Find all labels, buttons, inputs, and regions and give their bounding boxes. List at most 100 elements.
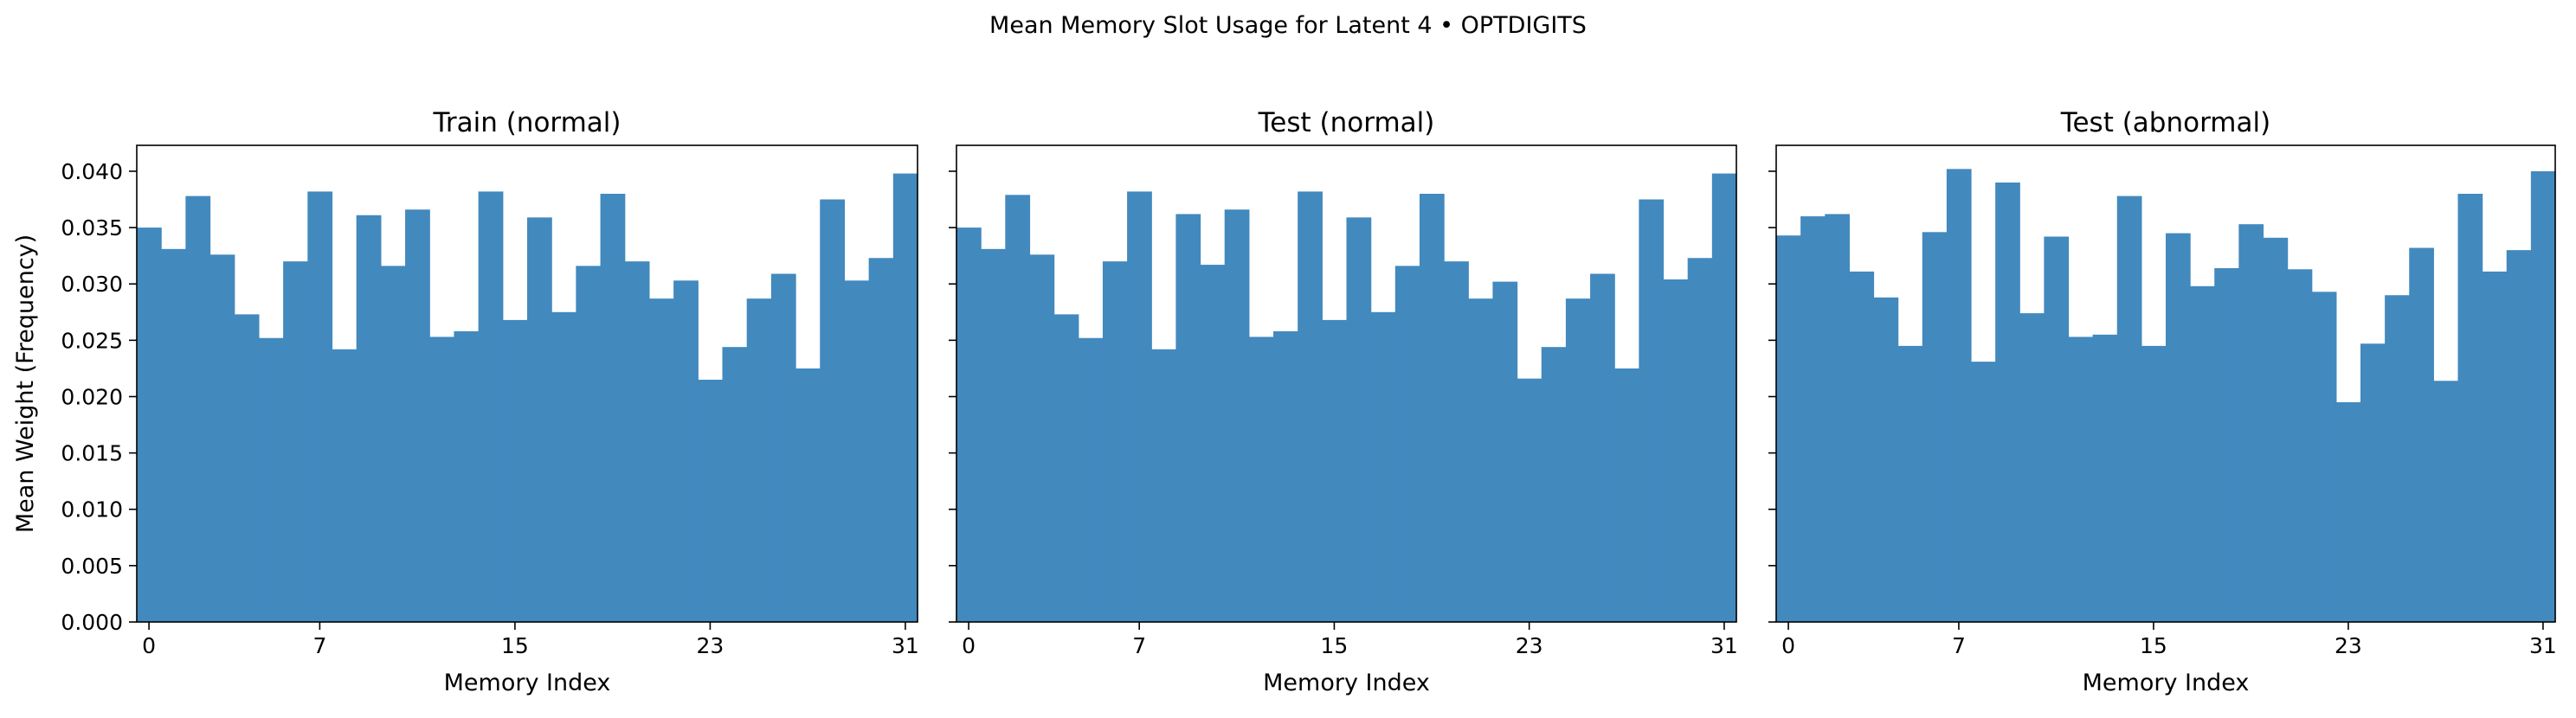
bar-2-9 — [1995, 182, 2020, 622]
bar-1-31 — [1711, 173, 1737, 623]
xtick-label-1-31: 31 — [1710, 633, 1738, 658]
bar-1-17 — [1370, 311, 1396, 622]
bar-0-9 — [356, 215, 382, 622]
bar-2-15 — [2141, 345, 2167, 622]
bar-2-3 — [1849, 271, 1875, 622]
bar-0-16 — [527, 217, 552, 622]
bar-0-3 — [209, 254, 235, 622]
bar-1-24 — [1541, 347, 1567, 622]
bar-1-23 — [1517, 378, 1542, 622]
bar-1-16 — [1346, 217, 1372, 622]
bar-2-25 — [2385, 295, 2410, 622]
bar-1-26 — [1590, 273, 1615, 622]
bar-1-4 — [1053, 314, 1079, 622]
bar-0-11 — [405, 209, 430, 622]
ytick-label-0.01: 0.010 — [61, 497, 123, 522]
bar-0-21 — [648, 298, 674, 622]
xtick-label-1-0: 0 — [962, 633, 976, 658]
bar-1-12 — [1248, 337, 1274, 622]
bar-2-30 — [2506, 250, 2532, 622]
bar-2-13 — [2092, 334, 2118, 622]
bar-0-18 — [576, 266, 602, 622]
xtick-label-2-0: 0 — [1781, 633, 1795, 658]
ytick-label-0: 0.000 — [61, 610, 123, 635]
ytick-label-0.03: 0.030 — [61, 272, 123, 297]
bar-1-3 — [1029, 254, 1055, 622]
bar-2-16 — [2166, 233, 2191, 622]
yaxis-label: Mean Weight (Frequency) — [12, 234, 39, 533]
xtick-label-1-15: 15 — [1321, 633, 1349, 658]
axes-frame-1 — [956, 144, 1737, 623]
bar-2-4 — [1873, 297, 1899, 622]
bar-2-20 — [2263, 237, 2289, 622]
bar-2-11 — [2044, 236, 2070, 622]
bar-1-5 — [1078, 337, 1104, 622]
bar-0-31 — [892, 173, 918, 623]
bar-0-24 — [722, 347, 748, 622]
ytick-label-0.015: 0.015 — [61, 441, 123, 466]
bar-1-22 — [1492, 281, 1518, 622]
bar-0-12 — [429, 337, 455, 622]
bar-0-23 — [698, 379, 724, 622]
bar-2-26 — [2409, 247, 2434, 622]
bar-2-22 — [2311, 292, 2337, 622]
bar-1-13 — [1273, 330, 1298, 622]
bar-1-7 — [1127, 191, 1152, 622]
bar-1-21 — [1468, 298, 1494, 622]
bar-2-27 — [2433, 381, 2459, 622]
bar-0-17 — [551, 311, 576, 622]
bar-1-19 — [1419, 194, 1445, 622]
ytick-label-0.035: 0.035 — [61, 215, 123, 240]
panel-title-0: Train (normal) — [432, 107, 621, 138]
xtick-label-1-7: 7 — [1132, 633, 1146, 658]
bar-2-8 — [1971, 362, 1996, 622]
bar-1-18 — [1394, 266, 1420, 622]
bar-0-8 — [332, 349, 357, 622]
ytick-label-0.04: 0.040 — [61, 159, 123, 184]
bar-0-22 — [673, 280, 699, 622]
bar-1-2 — [1005, 195, 1031, 622]
bar-0-7 — [307, 191, 333, 622]
bar-0-19 — [600, 194, 626, 622]
bar-0-14 — [478, 191, 504, 622]
bar-0-4 — [234, 314, 260, 622]
bar-2-23 — [2335, 401, 2361, 622]
bar-0-10 — [380, 266, 406, 622]
bar-2-17 — [2190, 285, 2215, 622]
xaxis-label-0: Memory Index — [444, 670, 611, 696]
xtick-label-2-15: 15 — [2140, 633, 2167, 658]
xtick-label-0-7: 7 — [312, 633, 326, 658]
bar-1-9 — [1175, 214, 1201, 623]
bar-2-2 — [1825, 214, 1850, 623]
bar-2-31 — [2530, 170, 2556, 622]
xtick-label-0-15: 15 — [501, 633, 529, 658]
bar-0-27 — [795, 368, 821, 622]
bar-1-27 — [1614, 368, 1639, 622]
bar-0-0 — [137, 228, 162, 622]
bar-1-30 — [1687, 258, 1713, 622]
bar-1-29 — [1663, 279, 1689, 622]
xtick-label-0-23: 23 — [697, 633, 724, 658]
bar-0-28 — [820, 199, 846, 622]
figure-title: Mean Memory Slot Usage for Latent 4 • OP… — [989, 12, 1587, 39]
bar-2-1 — [1800, 216, 1826, 622]
xtick-label-0-0: 0 — [142, 633, 156, 658]
bar-1-11 — [1224, 209, 1250, 622]
xtick-label-2-31: 31 — [2529, 633, 2557, 658]
bar-0-13 — [454, 330, 480, 622]
bar-0-5 — [258, 337, 284, 622]
bar-2-28 — [2457, 194, 2483, 622]
bar-0-25 — [746, 298, 772, 622]
bar-2-21 — [2287, 269, 2313, 622]
bar-0-15 — [502, 319, 528, 622]
bar-2-18 — [2214, 267, 2239, 622]
bar-0-2 — [185, 196, 211, 623]
bar-0-1 — [161, 248, 186, 622]
xtick-label-0-31: 31 — [892, 633, 919, 658]
ytick-label-0.02: 0.020 — [61, 384, 123, 409]
ytick-label-0.025: 0.025 — [61, 328, 123, 353]
bar-2-14 — [2116, 196, 2142, 623]
bar-2-0 — [1776, 235, 1801, 622]
